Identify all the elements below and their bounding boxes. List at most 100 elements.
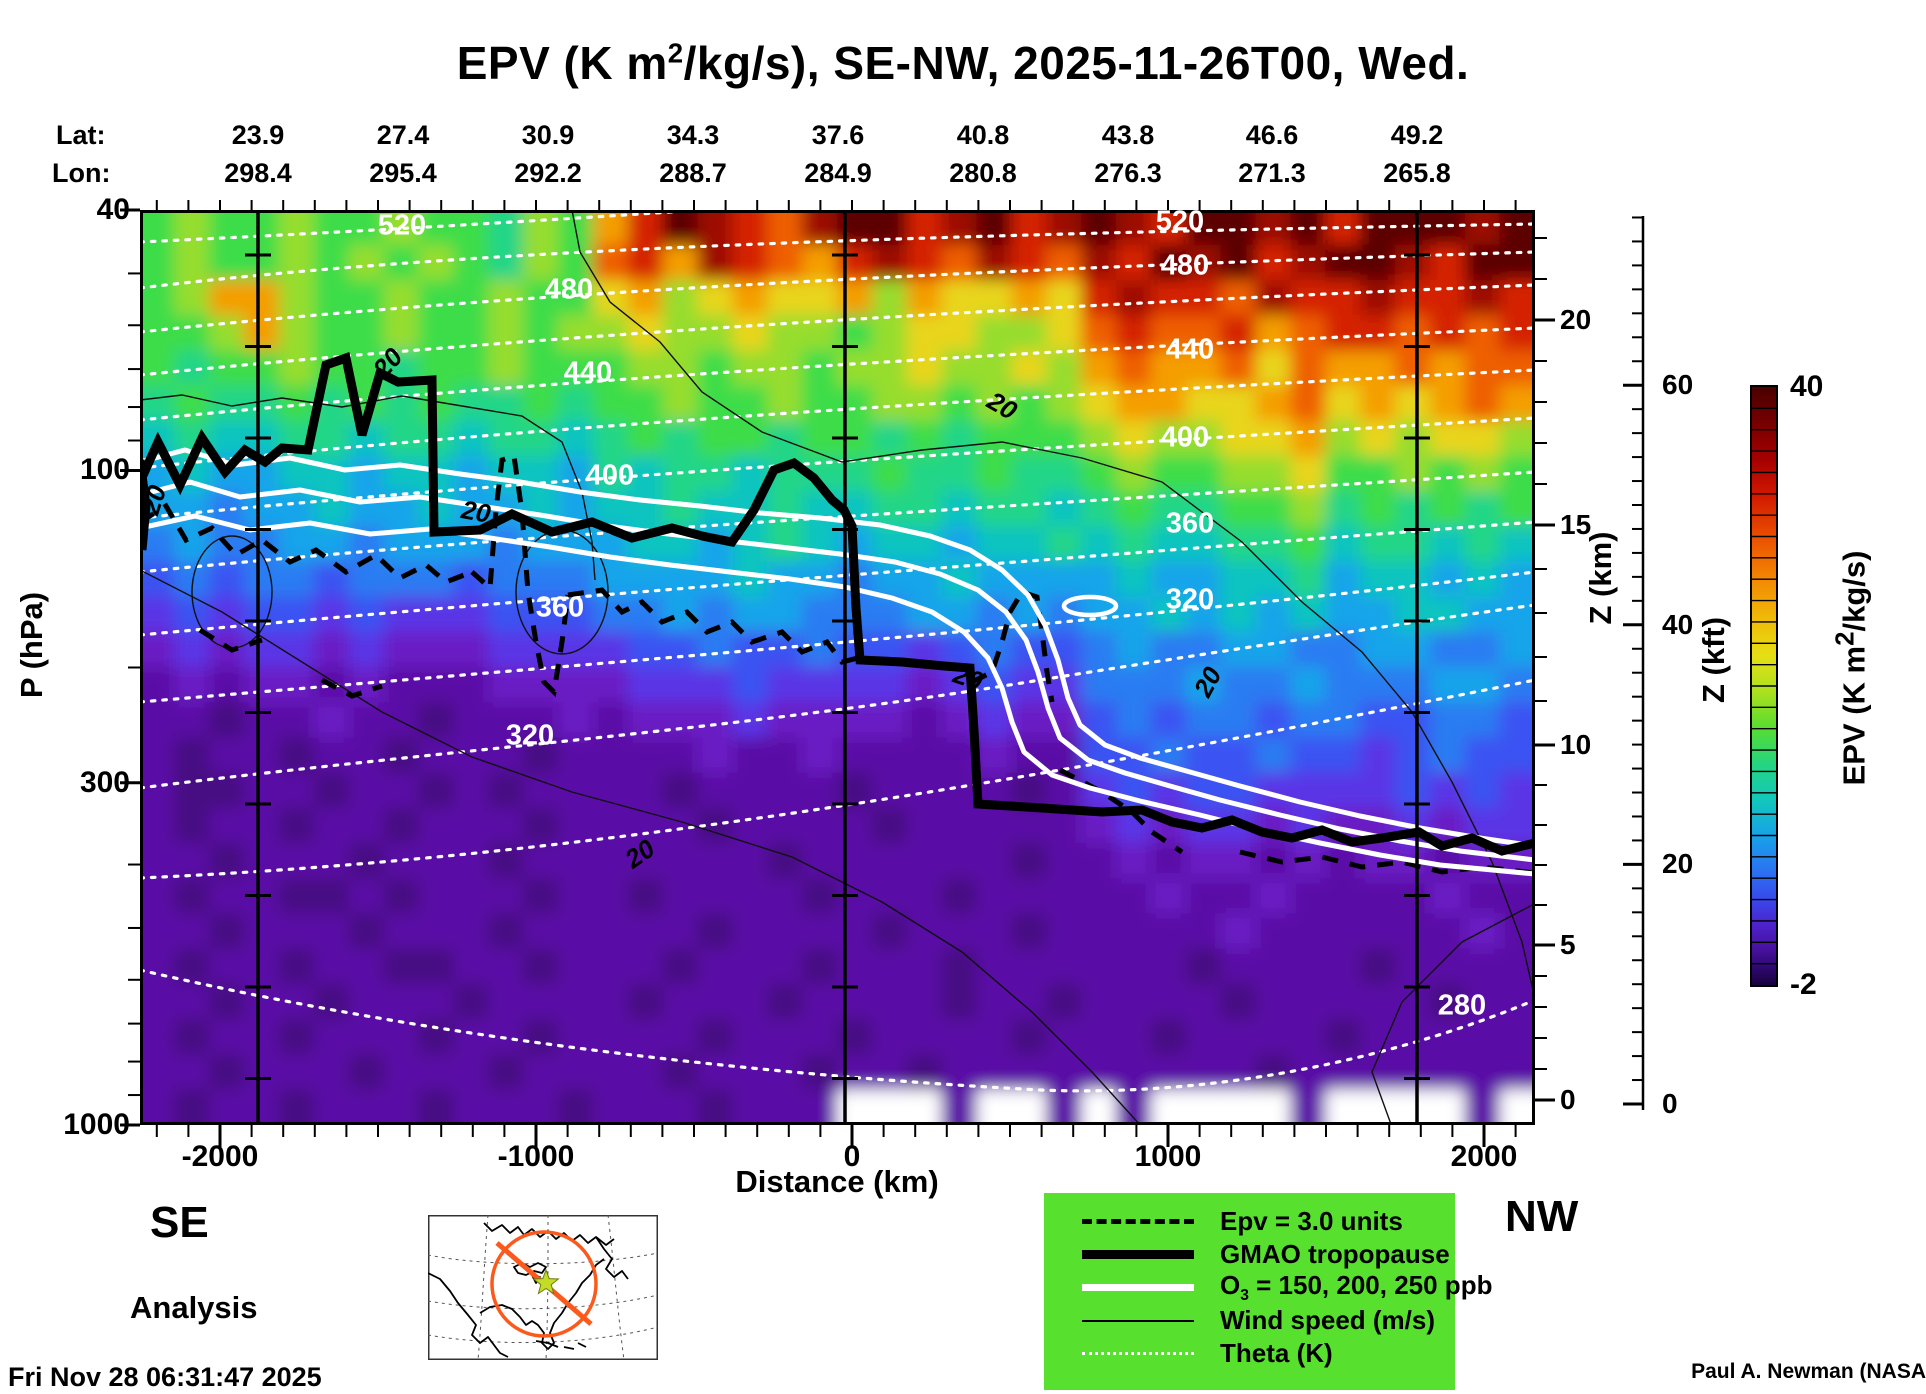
epv-cell [1220, 1054, 1257, 1091]
epv-cell [906, 737, 943, 774]
epv-cell [802, 279, 838, 317]
epv-cell [383, 1054, 420, 1091]
epv-cell [139, 983, 176, 1020]
epv-cell [1011, 385, 1048, 422]
epv-cell [837, 983, 873, 1020]
epv-cell [174, 667, 211, 704]
epv-cell [732, 667, 769, 704]
epv-cell [906, 702, 943, 739]
epv-cell [1325, 948, 1362, 985]
epv-cell [1011, 561, 1048, 598]
epv-cell [767, 1018, 804, 1056]
epv-cell [837, 1054, 873, 1091]
epv-cell [1046, 350, 1083, 387]
epv-cell [558, 1018, 594, 1056]
epv-cell [1429, 455, 1466, 492]
epv-cell [767, 878, 804, 915]
epv-cell [558, 1089, 594, 1126]
epv-cell [418, 209, 455, 246]
epv-cell [313, 631, 350, 668]
epv-cell [348, 878, 385, 915]
epv-cell [313, 420, 350, 457]
epv-cell [592, 385, 629, 422]
epv-cell [1150, 1054, 1187, 1091]
epv-cell [1325, 737, 1362, 774]
epv-cell [1220, 491, 1257, 528]
epv-cell [139, 772, 176, 809]
epv-cell [1011, 420, 1048, 457]
epv-cell [1220, 350, 1257, 387]
epv-cell [906, 878, 943, 915]
map-inset [428, 1215, 658, 1360]
epv-cell [1185, 279, 1222, 317]
z-kft-tick-label: 40 [1662, 608, 1694, 640]
epv-cell [941, 913, 978, 950]
epv-cell [418, 1054, 455, 1091]
epv-cell [1429, 209, 1466, 246]
epv-cell [488, 772, 525, 809]
epv-cell [871, 843, 908, 880]
epv-cell [1150, 561, 1187, 598]
epv-cell [139, 1018, 176, 1056]
epv-cell [767, 772, 804, 809]
epv-cell [1116, 843, 1152, 880]
epv-cell [1150, 350, 1187, 387]
pressure-tick-label: 100 [79, 453, 130, 487]
epv-cell [592, 948, 629, 985]
legend-line-sample-dashed-black [1082, 1219, 1194, 1224]
epv-cell [523, 350, 559, 387]
epv-cell [1464, 631, 1501, 668]
epv-cell [767, 1089, 804, 1126]
epv-cell [732, 807, 769, 844]
epv-cell [1499, 420, 1536, 457]
epv-cell [1360, 491, 1396, 528]
epv-cell [627, 772, 664, 809]
epv-cell [1499, 772, 1536, 809]
epv-cell [558, 843, 594, 880]
epv-cell [1116, 561, 1152, 598]
epv-cell [1290, 1089, 1327, 1126]
epv-cell [1429, 1018, 1466, 1056]
epv-cell [697, 631, 734, 668]
epv-cell [1150, 667, 1187, 704]
epv-cell [348, 561, 385, 598]
epv-cell [1116, 209, 1152, 246]
epv-cell [453, 702, 490, 739]
epv-cell [523, 315, 559, 352]
epv-cell [1325, 878, 1362, 915]
epv-cell [871, 244, 908, 281]
epv-cell [697, 315, 734, 352]
epv-cell [418, 913, 455, 950]
epv-cell [523, 772, 559, 809]
epv-cell [871, 491, 908, 528]
epv-cell [1116, 244, 1152, 281]
epv-cell [139, 315, 176, 352]
epv-cell [418, 1089, 455, 1126]
epv-cell [906, 491, 943, 528]
epv-cell [383, 667, 420, 704]
epv-cell [523, 244, 559, 281]
epv-cell [1325, 631, 1362, 668]
epv-cell [174, 350, 211, 387]
epv-cell [279, 948, 315, 985]
epv-cell [1429, 737, 1466, 774]
epv-cell [313, 455, 350, 492]
epv-cell [1220, 561, 1257, 598]
epv-cell [209, 209, 246, 246]
epv-cell [871, 1089, 908, 1126]
epv-cell [802, 526, 838, 563]
epv-cell [1325, 385, 1362, 422]
epv-cell [1255, 631, 1292, 668]
epv-cell [1150, 1089, 1187, 1126]
epv-cell [1290, 983, 1327, 1020]
epv-cell [1290, 1018, 1327, 1056]
epv-cell [662, 279, 699, 317]
epv-cell [837, 1089, 873, 1126]
epv-cell [837, 737, 873, 774]
epv-cell [1220, 455, 1257, 492]
epv-cell [279, 244, 315, 281]
epv-cell [1150, 878, 1187, 915]
epv-cell [732, 983, 769, 1020]
epv-cell [348, 1018, 385, 1056]
epv-cell [279, 315, 315, 352]
